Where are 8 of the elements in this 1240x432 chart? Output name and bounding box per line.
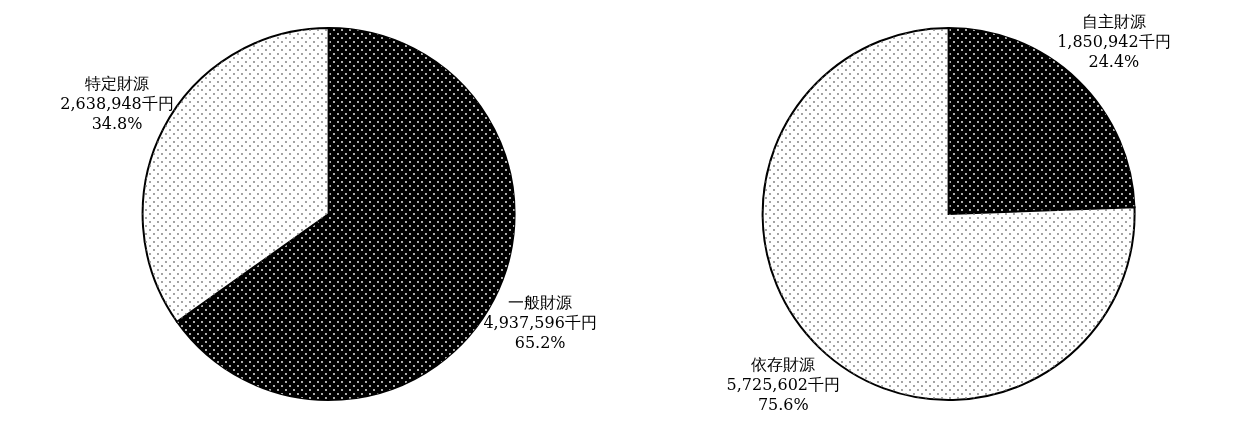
data-label: 2,638,948千円 34.8% (60, 94, 174, 134)
slice-label: 一般財源 (508, 292, 573, 312)
slice-label: 特定財源 (85, 74, 150, 94)
data-label: 5,725,602千円 75.6% (726, 374, 841, 414)
slice-label: 依存財源 (751, 354, 816, 374)
slice-label: 自主財源 (1081, 12, 1146, 32)
data-label: 1,850,942千円 24.4% (1057, 32, 1171, 72)
data-label: 4,937,596千円 65.2% (483, 312, 597, 352)
